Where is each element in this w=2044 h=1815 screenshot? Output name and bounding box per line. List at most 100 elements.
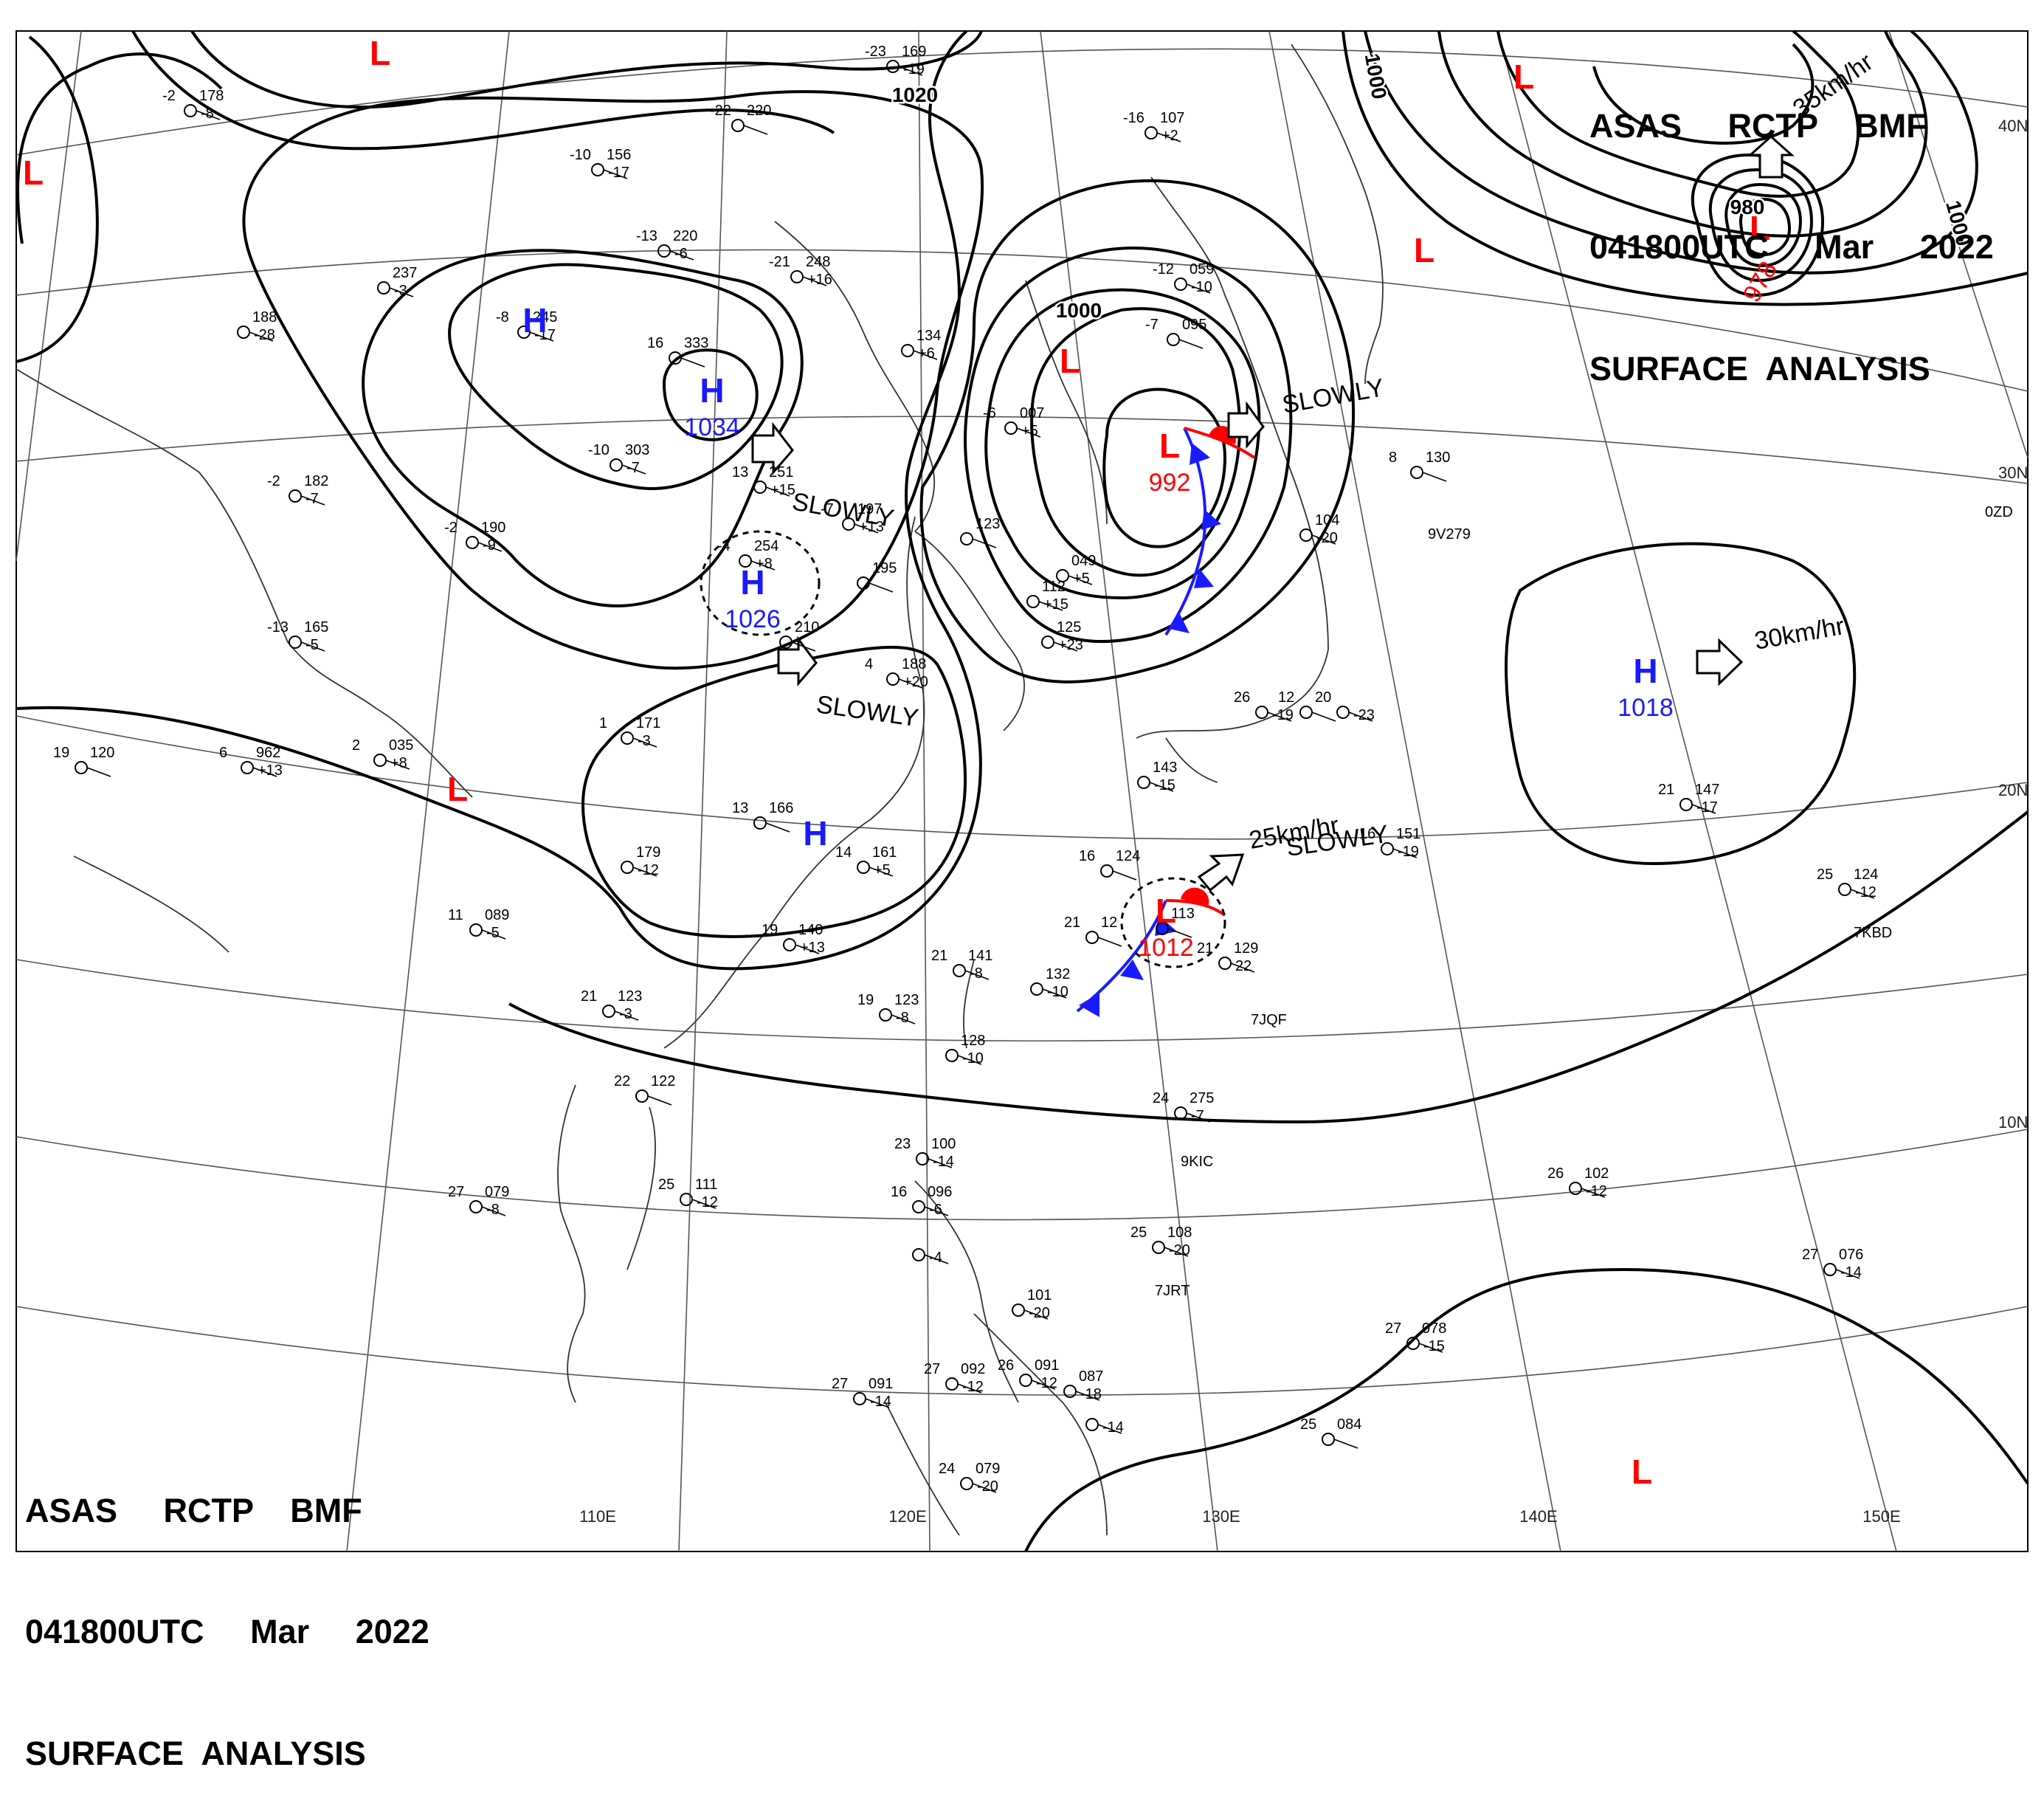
low-symbol: L bbox=[1060, 342, 1080, 380]
station-temp: 8 bbox=[1389, 450, 1397, 466]
station-tendency: -10 bbox=[1191, 279, 1212, 295]
station-plot: -10 303 -7 bbox=[588, 442, 649, 476]
wind-barb-icon bbox=[249, 331, 274, 342]
station-tendency: -12 bbox=[638, 862, 659, 878]
station-plot: 2 035+8 bbox=[352, 737, 413, 771]
station-pressure: 188 bbox=[902, 656, 926, 672]
station-plot: 16 096 -6 bbox=[891, 1184, 952, 1218]
station-tendency: -20 bbox=[1316, 530, 1338, 546]
station-plot: 21 147-17 bbox=[1658, 782, 1719, 816]
low-symbol: L bbox=[1414, 231, 1434, 269]
station-tendency: +20 bbox=[903, 674, 928, 690]
station-pressure: 156 bbox=[607, 147, 631, 163]
station-pressure: 100 bbox=[931, 1136, 956, 1152]
wind-barb-icon bbox=[924, 1254, 949, 1264]
wind-barb-icon bbox=[1156, 132, 1181, 142]
isobars bbox=[15, 30, 2029, 1552]
station-tendency: -19 bbox=[1272, 707, 1294, 723]
wind-barb-icon bbox=[1418, 1343, 1443, 1353]
station-plot: 143-15 bbox=[1137, 760, 1177, 793]
station-temp: 14 bbox=[835, 844, 852, 861]
station-pressure: 124 bbox=[1854, 867, 1878, 883]
wind-barb-icon bbox=[632, 867, 657, 877]
station-pressure: 254 bbox=[754, 538, 778, 554]
station-pressure: 178 bbox=[199, 88, 224, 104]
station-pressure: 087 bbox=[1079, 1368, 1103, 1385]
station-temp: 25 bbox=[1130, 1225, 1147, 1241]
station-plot: -10 156 -17 bbox=[570, 147, 631, 181]
low-symbol: L bbox=[1159, 427, 1180, 465]
station-plot: 125+23 bbox=[1041, 619, 1083, 653]
header-top-right: ASAS RCTP BMF 041800UTC Mar 2022 SURFACE… bbox=[1589, 25, 1994, 430]
arrow-1034-icon bbox=[751, 421, 794, 476]
station-temp: 6 bbox=[219, 745, 227, 761]
station-plot: 179-12 bbox=[621, 844, 660, 878]
station-plot: -4 bbox=[912, 1248, 949, 1266]
station-pressure: 169 bbox=[902, 44, 926, 60]
station-temp: 13 bbox=[732, 464, 748, 481]
wind-barb-icon bbox=[765, 822, 790, 833]
wind-barb-icon bbox=[1267, 712, 1292, 722]
wind-barb-icon bbox=[1068, 575, 1093, 585]
station-plot: 049+5 bbox=[1056, 553, 1096, 587]
wind-barb-icon bbox=[1186, 283, 1211, 294]
station-pressure: 007 bbox=[1020, 405, 1044, 421]
wind-barb-icon bbox=[300, 641, 325, 652]
low-symbol: L bbox=[1750, 209, 1770, 247]
wind-barb-icon bbox=[1850, 889, 1875, 899]
station-pressure: 120 bbox=[90, 745, 114, 761]
station-temp: 19 bbox=[762, 922, 778, 938]
wind-barb-icon bbox=[389, 287, 414, 297]
station-plot: 27 079 -8 bbox=[448, 1184, 509, 1218]
center-pressure-value: 992 bbox=[1149, 469, 1191, 497]
station-plot: 101-20 bbox=[1012, 1287, 1052, 1321]
station-tendency: -18 bbox=[1080, 1386, 1102, 1402]
station-plot: 11 089 -5 bbox=[448, 907, 509, 941]
header-line-1-bottom: ASAS RCTP BMF bbox=[25, 1491, 362, 1529]
station-pressure: 179 bbox=[636, 844, 660, 861]
wind-barb-icon bbox=[869, 867, 894, 877]
low-symbol: L bbox=[370, 34, 390, 72]
wind-barb-icon bbox=[1311, 534, 1336, 545]
station-pressure: 035 bbox=[389, 737, 413, 754]
station-plot: 16 333 bbox=[647, 335, 708, 368]
station-pressure: 210 bbox=[795, 619, 819, 636]
station-temp: -2 bbox=[267, 473, 280, 489]
station-tendency: -4 bbox=[929, 1250, 942, 1266]
station-plot: -2 182 -7 bbox=[267, 473, 328, 507]
station-plot: 25 084 bbox=[1300, 1416, 1361, 1449]
low-symbol: L bbox=[1156, 892, 1176, 930]
station-temp: 11 bbox=[448, 907, 463, 923]
station-temp: 27 bbox=[832, 1376, 848, 1392]
station-tendency: -17 bbox=[608, 165, 629, 181]
station-temp: -4 bbox=[717, 538, 731, 554]
station-temp: 13 bbox=[732, 800, 748, 816]
station-plot: 188-28 bbox=[237, 309, 277, 343]
station-pressure: 108 bbox=[1167, 1225, 1192, 1241]
ship-id: 0ZD bbox=[1985, 504, 2013, 520]
wind-barb-icon bbox=[669, 250, 694, 261]
wind-barb-icon bbox=[1038, 601, 1063, 611]
station-pressure: 096 bbox=[928, 1184, 952, 1200]
station-pressure: 076 bbox=[1839, 1247, 1863, 1263]
station-tendency: -12 bbox=[1036, 1375, 1057, 1391]
station-pressure: 079 bbox=[485, 1184, 509, 1200]
station-temp: 25 bbox=[1300, 1416, 1316, 1433]
station-plot: 195 bbox=[857, 560, 897, 593]
wind-barb-icon bbox=[869, 582, 894, 593]
low-center: L bbox=[370, 34, 390, 72]
station-plot: 22 122 bbox=[614, 1073, 675, 1106]
wind-barb-icon bbox=[1164, 1247, 1189, 1257]
station-plot: 16 151 -19 bbox=[1359, 826, 1420, 860]
station-pressure: 333 bbox=[684, 335, 708, 351]
station-temp: -22 bbox=[710, 103, 731, 119]
station-pressure: 962 bbox=[256, 745, 280, 761]
station-pressure: 151 bbox=[1396, 826, 1420, 842]
station-plot: 27 092 -12 bbox=[924, 1361, 985, 1395]
header-line-1: ASAS RCTP BMF bbox=[1589, 106, 1927, 145]
station-tendency: -19 bbox=[1398, 844, 1419, 860]
station-tendency: 22 bbox=[1235, 958, 1251, 974]
longitude-label: 130E bbox=[1202, 1507, 1240, 1526]
station-plot: 25 124-12 bbox=[1817, 867, 1878, 900]
station-pressure: 134 bbox=[916, 328, 941, 344]
